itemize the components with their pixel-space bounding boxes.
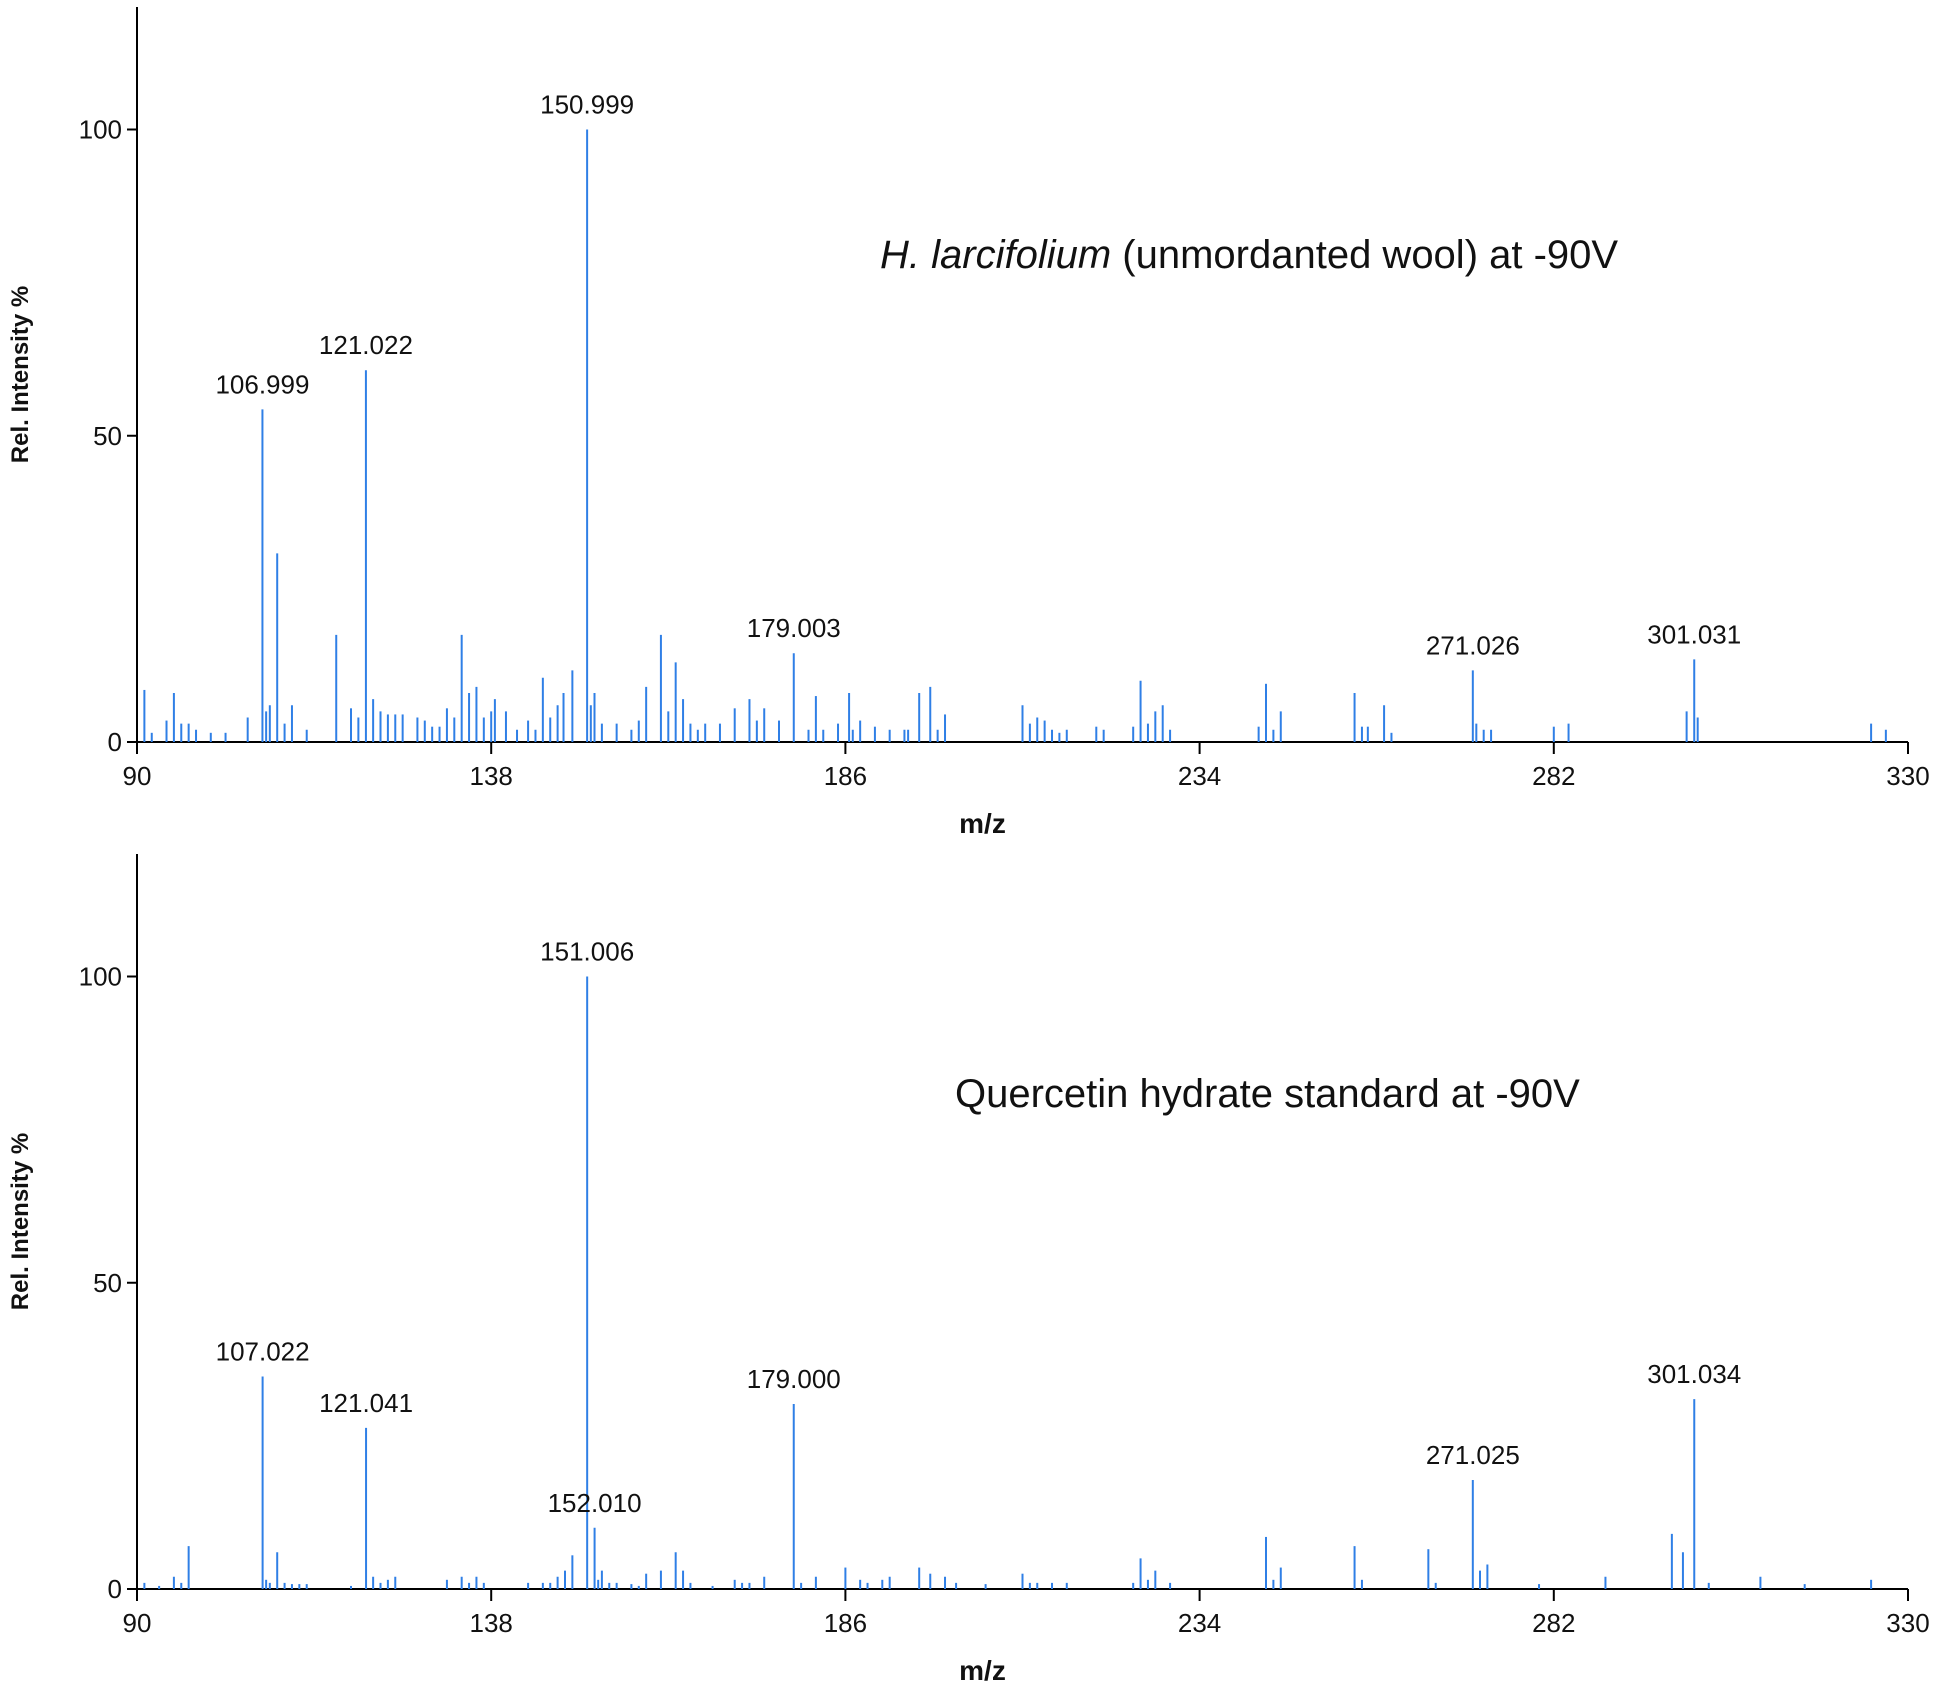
x-tick-label: 90 bbox=[123, 761, 152, 791]
x-tick-label: 138 bbox=[470, 1608, 513, 1638]
y-tick-label: 50 bbox=[93, 421, 122, 451]
peak-label: 179.003 bbox=[747, 613, 841, 643]
peak-label: 301.031 bbox=[1647, 619, 1741, 649]
y-tick-label: 0 bbox=[108, 1574, 122, 1604]
peak-label: 106.999 bbox=[215, 369, 309, 399]
y-tick-label: 0 bbox=[108, 727, 122, 757]
spectrum-chart-top: 90 138 186 234 282 330 0 50 100 m/z Rel. Intensity… bbox=[7, 7, 1930, 839]
y-axis-label: Rel. Intensity % bbox=[7, 1133, 34, 1310]
peak-label: 121.022 bbox=[319, 330, 413, 360]
y-tick-label: 50 bbox=[93, 1268, 122, 1298]
x-tick-label: 330 bbox=[1886, 761, 1929, 791]
peak-label: 271.025 bbox=[1426, 1440, 1520, 1470]
peak-label: 121.041 bbox=[319, 1388, 413, 1418]
y-tick-label: 100 bbox=[79, 115, 122, 145]
y-axis-label: Rel. Intensity % bbox=[7, 286, 34, 463]
x-axis-label: m/z bbox=[959, 808, 1006, 839]
peak-label: 179.000 bbox=[747, 1364, 841, 1394]
peak-label: 151.006 bbox=[540, 937, 634, 967]
annotation-species: H. larcifolium bbox=[880, 233, 1111, 277]
x-axis-label: m/z bbox=[959, 1655, 1006, 1686]
spectrum-panel-top: 90 138 186 234 282 330 0 50 100 m/z Rel. Intensity… bbox=[0, 0, 1937, 846]
annotation-text: Quercetin hydrate standard at -90V bbox=[955, 1072, 1580, 1116]
x-tick-label: 234 bbox=[1178, 761, 1221, 791]
x-tick-label: 234 bbox=[1178, 1608, 1221, 1638]
peak-label: 271.026 bbox=[1426, 630, 1520, 660]
x-tick-label: 330 bbox=[1886, 1608, 1929, 1638]
peak-label: 152.010 bbox=[548, 1488, 642, 1518]
spectrum-panel-bottom: 90 138 186 234 282 330 0 50 100 m/z Rel. Intensity… bbox=[0, 847, 1937, 1693]
x-tick-label: 282 bbox=[1532, 761, 1575, 791]
peak-label: 107.022 bbox=[216, 1336, 310, 1366]
y-tick-label: 100 bbox=[79, 962, 122, 992]
peak-label: 150.999 bbox=[540, 90, 634, 120]
x-tick-label: 90 bbox=[123, 1608, 152, 1638]
spectrum-annotation: H. larcifolium (unmordanted wool) at -90… bbox=[880, 233, 1618, 277]
spectrum-chart-bottom: 90 138 186 234 282 330 0 50 100 m/z Rel. Intensity… bbox=[7, 854, 1930, 1686]
annotation-text: (unmordanted wool) at -90V bbox=[1111, 233, 1618, 277]
peak-label: 301.034 bbox=[1647, 1359, 1741, 1389]
x-tick-label: 138 bbox=[470, 761, 513, 791]
x-tick-label: 186 bbox=[824, 1608, 867, 1638]
spectrum-annotation: Quercetin hydrate standard at -90V bbox=[955, 1072, 1580, 1116]
x-tick-label: 186 bbox=[824, 761, 867, 791]
x-tick-label: 282 bbox=[1532, 1608, 1575, 1638]
